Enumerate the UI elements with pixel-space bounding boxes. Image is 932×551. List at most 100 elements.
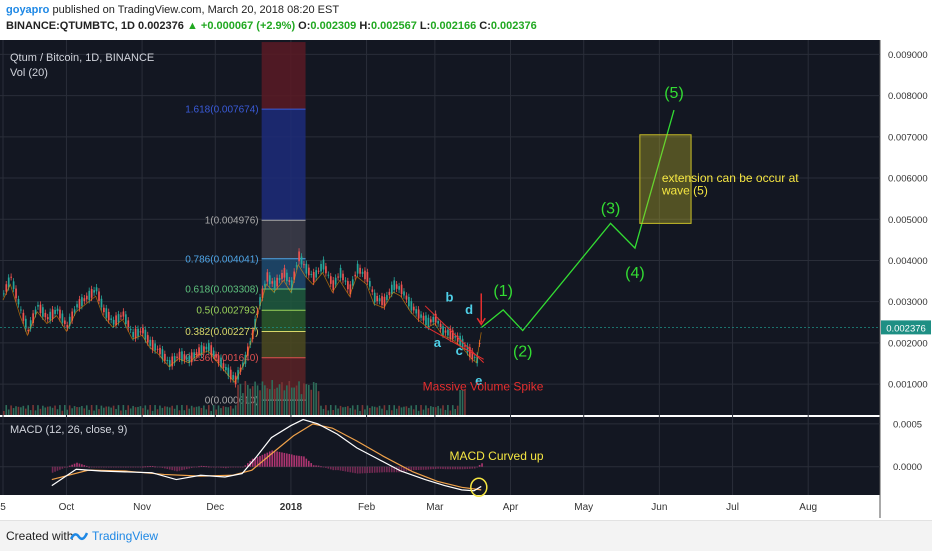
volume-bar bbox=[151, 410, 154, 415]
volume-bar bbox=[227, 407, 230, 415]
volume-bar bbox=[76, 406, 78, 415]
volume-bar bbox=[332, 410, 334, 415]
author-link[interactable]: goyapro bbox=[6, 4, 50, 16]
macd-histogram-bar bbox=[200, 465, 203, 467]
macd-histogram-bar bbox=[78, 463, 81, 467]
candle-body bbox=[134, 328, 137, 339]
extension-note-line1: extension can be occur at bbox=[662, 171, 799, 185]
chart-title: Qtum / Bitcoin, 1D, BINANCE bbox=[10, 52, 154, 64]
candle-body bbox=[456, 335, 459, 342]
candle-body bbox=[85, 295, 88, 300]
x-tick-label: Jun bbox=[651, 502, 667, 513]
x-tick-label: Jul bbox=[726, 502, 739, 513]
candle-body bbox=[388, 291, 391, 296]
wave-letter-e: e bbox=[475, 373, 482, 388]
macd-histogram-bar bbox=[183, 466, 186, 470]
volume-bar bbox=[178, 410, 181, 415]
macd-histogram-bar bbox=[132, 466, 134, 468]
volume-bar bbox=[134, 407, 137, 415]
volume-bar bbox=[444, 409, 447, 415]
candle-body bbox=[68, 316, 71, 326]
macd-histogram-bar bbox=[90, 466, 93, 468]
macd-histogram-bar bbox=[244, 465, 247, 467]
volume-bar bbox=[61, 410, 64, 415]
macd-histogram-bar bbox=[234, 466, 237, 468]
macd-histogram-bar bbox=[103, 466, 105, 468]
candle-body bbox=[71, 311, 74, 321]
candle-body bbox=[203, 346, 205, 352]
x-tick-label: Oct bbox=[59, 502, 75, 513]
macd-histogram-bar bbox=[478, 465, 481, 467]
candle-body bbox=[276, 277, 278, 287]
macd-histogram-bar bbox=[347, 466, 349, 472]
candle-body bbox=[173, 356, 176, 363]
macd-histogram-bar bbox=[317, 465, 320, 467]
wave-label-4: (4) bbox=[625, 265, 645, 282]
volume-bar bbox=[378, 405, 381, 415]
candle-body bbox=[393, 280, 396, 290]
volume-bar bbox=[364, 409, 366, 415]
candle-body bbox=[7, 277, 10, 288]
volume-bar bbox=[273, 388, 276, 415]
volume-bar bbox=[88, 409, 90, 415]
candle-body bbox=[369, 281, 371, 287]
candle-body bbox=[20, 309, 22, 311]
symbol-line: BINANCE:QTUMBTC, 1D 0.002376 ▲ +0.000067… bbox=[6, 20, 537, 32]
candle-body bbox=[59, 309, 61, 319]
macd-histogram-bar bbox=[400, 466, 403, 473]
candle-body bbox=[315, 270, 318, 278]
volume-bar bbox=[268, 389, 271, 415]
macd-pane bbox=[0, 417, 880, 495]
volume-bar bbox=[425, 405, 427, 415]
candle-body bbox=[129, 329, 132, 331]
volume-bar bbox=[17, 406, 20, 415]
candle-body bbox=[325, 266, 327, 274]
macd-histogram-bar bbox=[259, 455, 261, 467]
macd-histogram-bar bbox=[288, 453, 291, 467]
volume-bar bbox=[132, 405, 134, 415]
macd-histogram-bar bbox=[268, 451, 271, 467]
candle-body bbox=[308, 267, 310, 276]
high-label: H: bbox=[359, 20, 371, 32]
volume-bar bbox=[181, 405, 183, 415]
macd-histogram-bar bbox=[281, 452, 283, 467]
x-tick-label: Apr bbox=[503, 502, 519, 513]
macd-histogram-bar bbox=[422, 466, 425, 470]
candle-body bbox=[327, 274, 330, 276]
tradingview-link[interactable]: TradingView bbox=[92, 529, 159, 543]
volume-bar bbox=[3, 411, 5, 415]
fib-level-label: 0(0.000610) bbox=[205, 396, 259, 407]
candle-body bbox=[188, 355, 191, 364]
candle-body bbox=[161, 349, 164, 360]
macd-histogram-bar bbox=[329, 466, 332, 470]
candle-body bbox=[78, 299, 81, 309]
last-price-tag-text: 0.002376 bbox=[886, 323, 926, 334]
macd-histogram-bar bbox=[149, 466, 151, 468]
candle-body bbox=[34, 309, 37, 315]
macd-histogram-bar bbox=[81, 464, 83, 467]
candle-body bbox=[412, 306, 415, 311]
macd-histogram-bar bbox=[215, 466, 217, 468]
macd-histogram-bar bbox=[451, 466, 454, 470]
volume-bar bbox=[105, 406, 108, 415]
candle-body bbox=[266, 272, 269, 282]
close-value: 0.002376 bbox=[490, 20, 537, 32]
volume-bar bbox=[437, 405, 439, 415]
wave-letter-b: b bbox=[446, 290, 454, 305]
volume-bar bbox=[464, 390, 466, 415]
price-chart[interactable]: 5 Oct Nov Dec 2018 Feb Mar Apr May Jun Jul Aug 0.001… bbox=[0, 40, 932, 518]
fib-level-label: 0.5(0.002793) bbox=[196, 306, 258, 317]
wedge-lower-line bbox=[424, 325, 484, 360]
candle-body bbox=[120, 315, 122, 317]
volume-bar bbox=[115, 409, 117, 415]
macd-histogram-bar bbox=[151, 466, 154, 467]
macd-histogram-bar bbox=[332, 466, 334, 471]
macd-histogram-bar bbox=[117, 466, 120, 468]
candle-body bbox=[473, 356, 476, 358]
low-label: L: bbox=[419, 20, 431, 32]
candle-body bbox=[422, 315, 425, 321]
volume-bar bbox=[5, 405, 8, 415]
volume-bar bbox=[207, 405, 210, 415]
candle-body bbox=[310, 273, 313, 275]
candle-body bbox=[64, 320, 66, 325]
